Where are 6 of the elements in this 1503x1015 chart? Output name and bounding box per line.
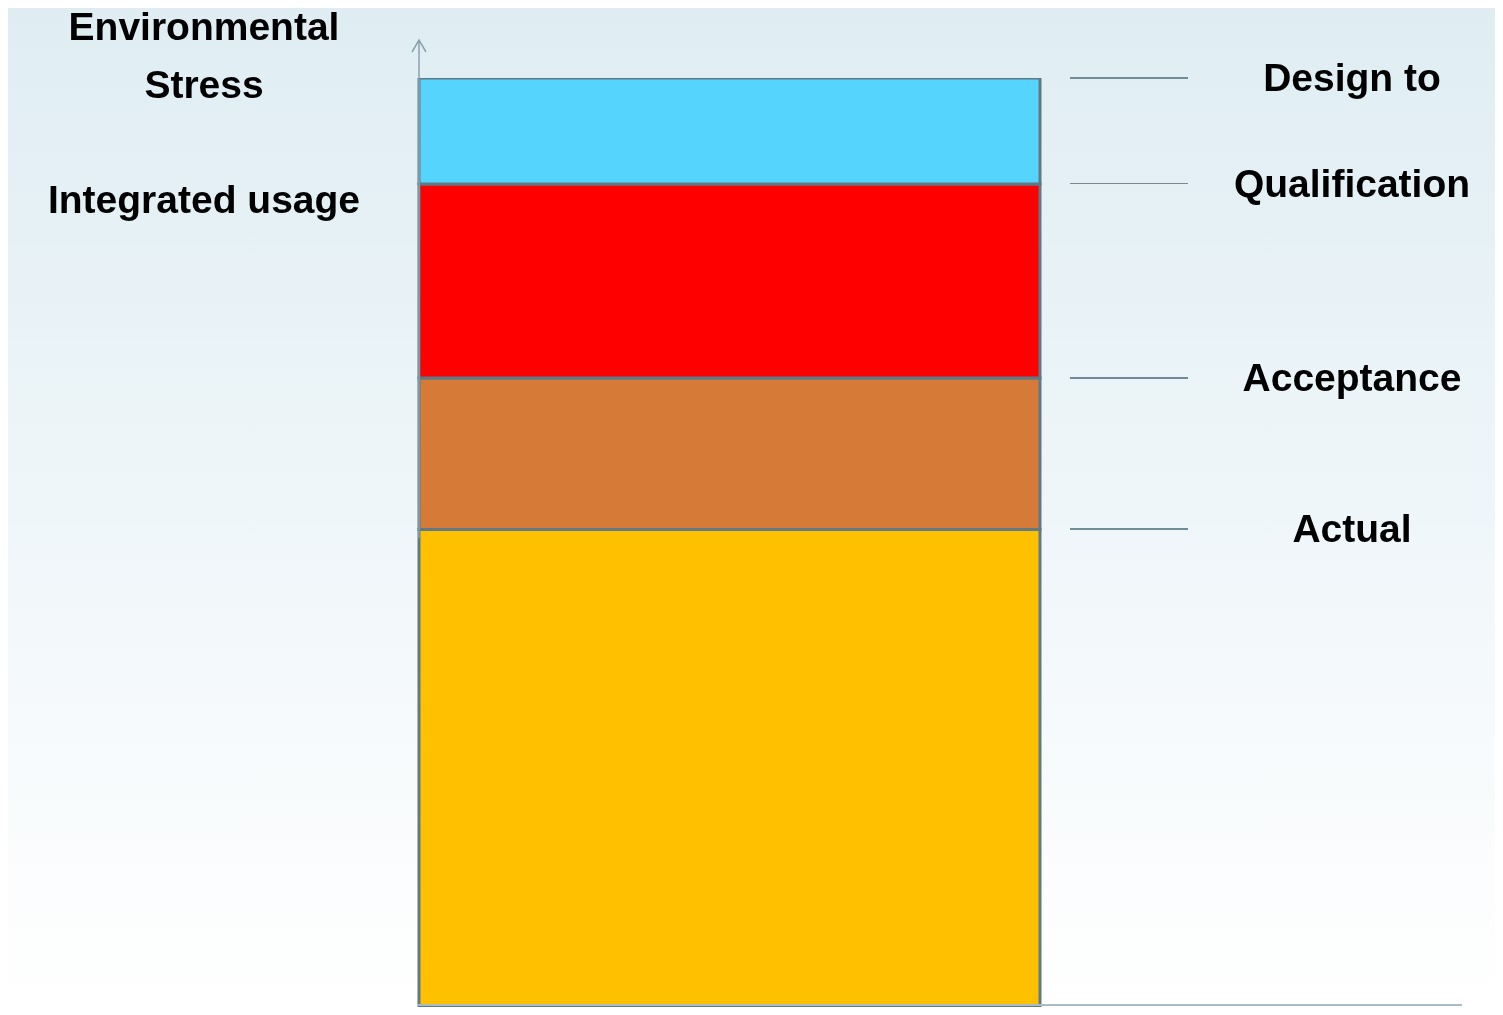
text: Design to	[1262, 55, 1442, 101]
text: Acceptance	[1241, 355, 1463, 402]
text: Qualification	[1232, 160, 1472, 207]
text: Actual	[1291, 506, 1413, 553]
text: Integrated usage	[46, 177, 362, 223]
y-axis-title: Environmental Stress	[67, 4, 341, 108]
